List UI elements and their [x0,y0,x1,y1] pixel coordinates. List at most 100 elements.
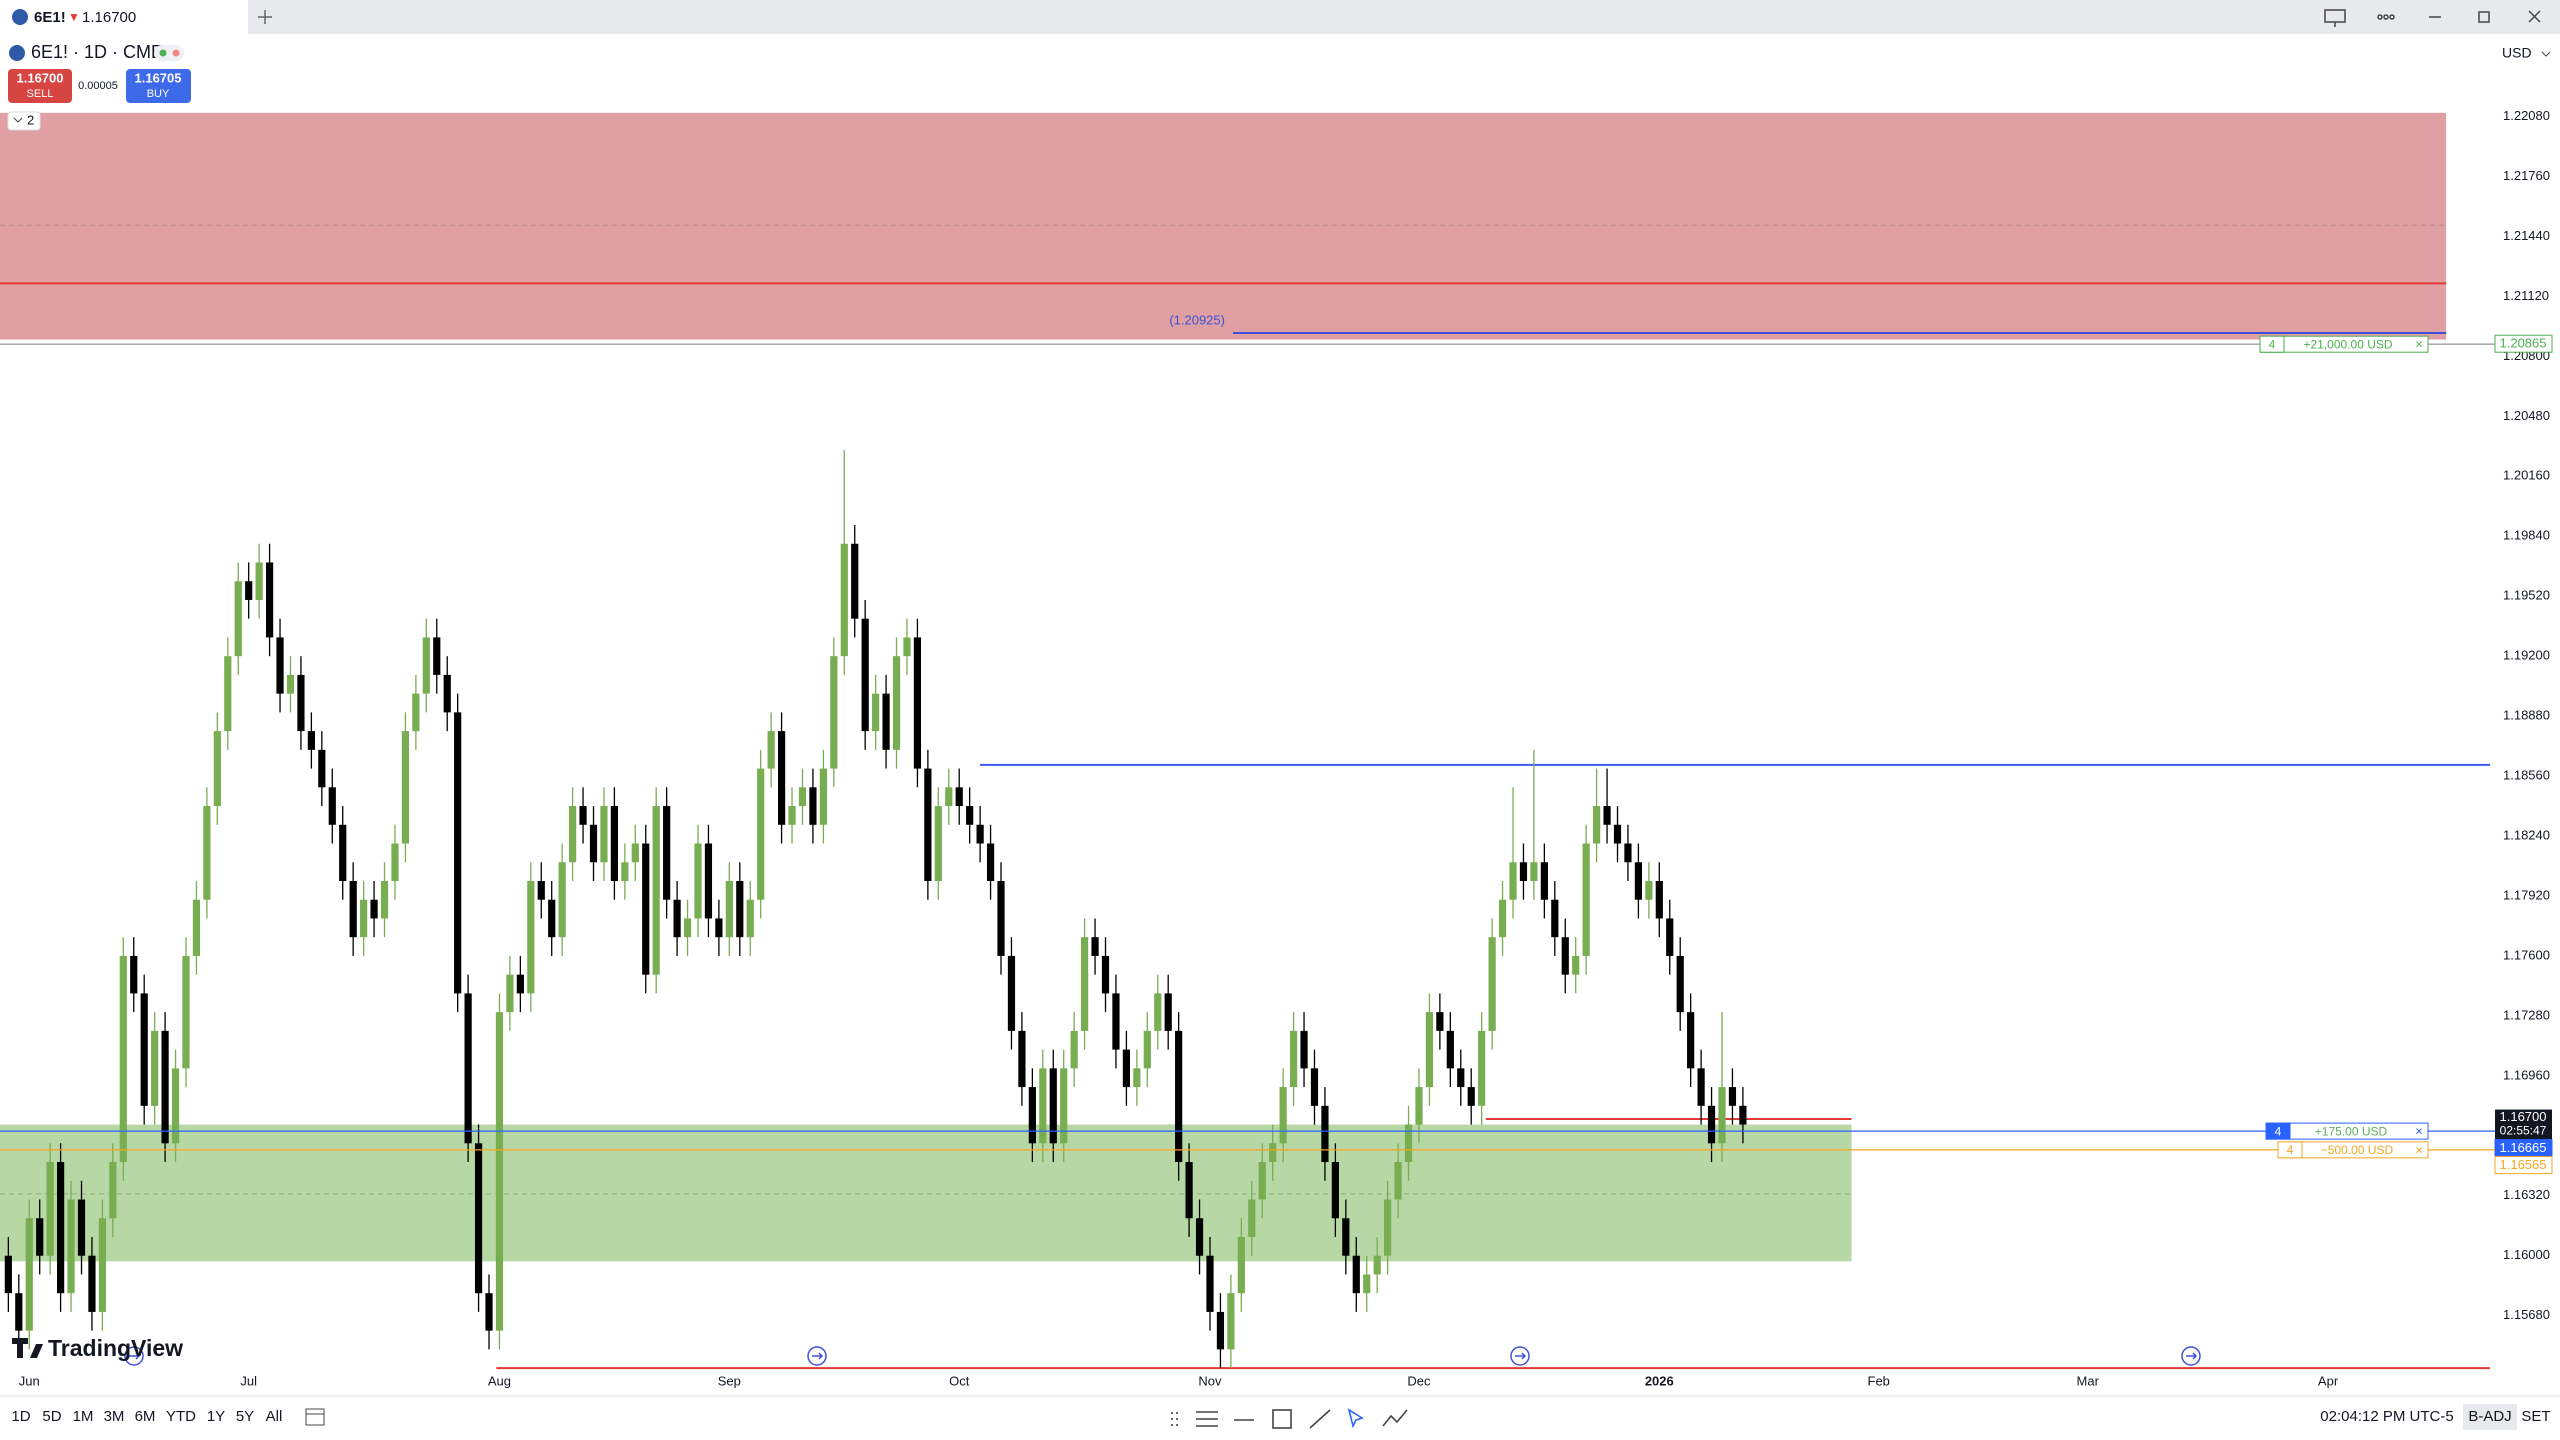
candle-body [36,1218,44,1256]
y-tick-label: 1.19840 [2503,528,2550,543]
candle-body [454,712,462,994]
order-cancel[interactable]: × [2415,1142,2423,1157]
candle-body [1655,880,1663,919]
x-tick-label: Dec [1407,1373,1431,1388]
y-tick-label: 1.22080 [2503,108,2550,123]
tab-price: 1.16700 [82,9,136,26]
sell-label: SELL [27,88,54,100]
window-controls[interactable] [2324,9,2541,27]
candle-body [234,581,242,657]
sell-button[interactable] [8,69,72,103]
range-button[interactable]: YTD [166,1408,196,1425]
candle-body [1164,993,1172,1031]
adjust[interactable]: B-ADJ [2468,1408,2511,1425]
candle-body [809,787,817,825]
candle-body [1143,1030,1151,1069]
range-button[interactable]: 5D [42,1408,61,1425]
candle-body [67,1199,75,1294]
zone [0,112,2447,340]
candle-body [746,899,754,938]
range-button[interactable]: 1Y [207,1408,225,1425]
candle-body [861,618,869,732]
candle-body [307,731,315,750]
candle-body [558,862,566,938]
y-tick-label: 1.17600 [2503,947,2550,962]
candle-body [349,880,357,938]
candle-body [391,843,399,881]
indicator-toggle[interactable] [7,111,41,131]
candle-body [1321,1105,1329,1163]
order-cancel[interactable]: × [2415,337,2423,352]
spread: 0.00005 [78,80,118,92]
drawing-tools[interactable] [1171,1408,1408,1429]
indicator-count: 2 [27,112,34,127]
candle-body [1227,1293,1235,1350]
candle-body [579,806,587,825]
buy-price: 1.16705 [135,70,182,85]
candle-body [997,880,1005,956]
date-picker[interactable] [305,1408,325,1426]
candle-body [328,787,336,825]
x-tick-label: Apr [2318,1373,2339,1388]
candle-body [1707,1105,1716,1144]
candle-body [1039,1068,1047,1144]
candle-body [631,843,639,863]
range-button[interactable]: 1M [73,1408,94,1425]
candle-body [683,918,692,938]
range-button[interactable]: 6M [135,1408,156,1425]
currency[interactable]: USD [2502,45,2532,61]
candle-body [1634,862,1643,900]
range-button[interactable]: 3M [104,1408,125,1425]
y-tick-label: 1.20480 [2503,408,2550,423]
x-tick-label: Jun [19,1373,40,1388]
settings[interactable]: SET [2521,1408,2550,1425]
zone [0,1124,1852,1262]
candle-body [57,1162,65,1294]
candle-body [1310,1068,1319,1106]
candle-body [798,787,807,807]
candle-body [433,637,441,675]
candle-body [182,955,190,1069]
order-qty: 4 [2287,1143,2294,1157]
range-button[interactable]: 1D [11,1408,30,1425]
candle-body [151,1030,159,1106]
last-price: 1.16700 [2500,1109,2547,1124]
candle-body [903,637,911,657]
candle-body [443,674,451,713]
clock: 02:04:12 PM UTC-5 [2320,1408,2453,1425]
range-button[interactable]: 5Y [236,1408,254,1425]
candle-body [1718,1087,1726,1144]
candle-body [1572,955,1580,975]
y-tick-label: 1.16000 [2503,1247,2550,1262]
order-price: 1.16665 [2500,1140,2547,1155]
candle-body [1352,1255,1360,1294]
candle-body [1289,1030,1298,1088]
candle-body [1593,806,1601,844]
candle-body [1175,1030,1183,1163]
range-button[interactable]: All [266,1408,283,1425]
order-cancel[interactable]: × [2415,1124,2423,1139]
candle-body [1101,955,1110,994]
y-tick-label: 1.18240 [2503,827,2550,842]
x-tick-label: Sep [718,1373,741,1388]
sell-price: 1.16700 [17,70,64,85]
candle-body [1248,1199,1256,1237]
level-label: (1.20925) [1169,312,1225,327]
candle-body [265,562,274,638]
candle-body [1206,1255,1214,1312]
x-tick-label: Jul [240,1373,257,1388]
new-tab[interactable] [258,10,272,24]
order-price: 1.16565 [2500,1157,2547,1172]
y-tick-label: 1.18560 [2503,768,2550,783]
candle-body [1457,1068,1465,1088]
candle-body [370,899,378,919]
buy-button[interactable] [126,69,191,103]
candle-body [1018,1030,1026,1088]
last-price-box [2495,1109,2552,1140]
active-tab[interactable] [0,0,248,34]
event-markers[interactable] [124,1346,2201,1366]
candle-body [1373,1255,1381,1275]
candle-body [1216,1311,1225,1350]
candle-body [851,543,859,619]
